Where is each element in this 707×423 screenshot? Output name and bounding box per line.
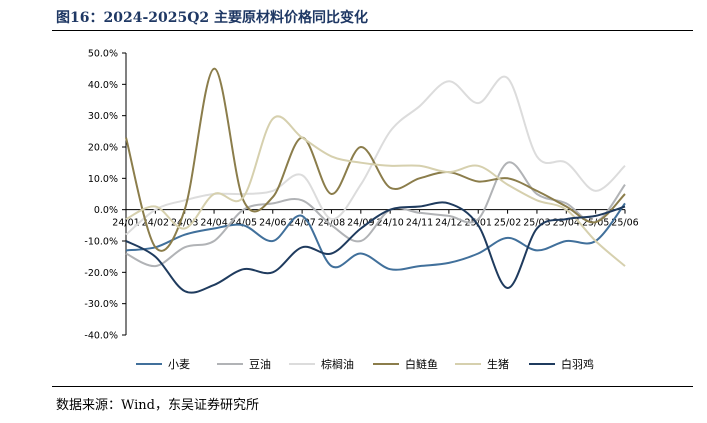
legend-label: 棕榈油	[321, 357, 354, 371]
figure-title: 图16：2024-2025Q2 主要原材料价格同比变化	[56, 10, 369, 26]
x-tick-label: 24/12	[435, 218, 462, 229]
series-line-5	[125, 115, 626, 267]
x-tick-label: 25/01	[465, 218, 492, 229]
x-tick-label: 25/03	[523, 218, 550, 229]
y-tick-label: 30.0%	[88, 111, 118, 122]
x-tick-label: 24/09	[347, 218, 374, 229]
x-tick-label: 24/06	[259, 218, 286, 229]
x-tick-label: 24/02	[142, 218, 169, 229]
axes: -40.0% -30.0% -20.0% -10.0% 0.0% 10.0% 20.0% 30…	[84, 49, 638, 342]
x-tick-label: 25/02	[494, 218, 521, 229]
legend: 小麦 豆油 棕榈油 白鲢鱼 生猪 白羽鸡	[136, 357, 594, 371]
series-line-2	[125, 161, 626, 268]
series-line-6	[125, 201, 626, 294]
y-tick-label: -20.0%	[84, 268, 118, 279]
source-note: 数据来源：Wind，东吴证券研究所	[56, 398, 259, 413]
legend-label: 豆油	[249, 357, 271, 371]
x-tick-label: 24/03	[171, 218, 198, 229]
y-tick-label: -10.0%	[84, 237, 118, 248]
x-tick-label: 24/08	[318, 218, 345, 229]
x-tick-label: 24/07	[288, 218, 315, 229]
legend-label: 小麦	[168, 358, 190, 371]
x-tick-label: 25/04	[553, 218, 580, 229]
y-tick-label: -40.0%	[84, 331, 118, 342]
legend-label: 生猪	[487, 357, 509, 371]
y-tick-label: 50.0%	[88, 49, 118, 60]
y-tick-label: -30.0%	[84, 299, 118, 310]
x-tick-label: 25/06	[611, 218, 638, 229]
x-tick-label: 24/11	[406, 218, 433, 229]
series-lines	[125, 67, 626, 294]
legend-label: 白羽鸡	[561, 357, 594, 371]
top-rule	[52, 30, 693, 31]
x-tick-label: 24/10	[376, 218, 403, 229]
legend-label: 白鲢鱼	[405, 357, 438, 371]
y-tick-label: 20.0%	[88, 143, 118, 154]
x-tick-label: 24/04	[200, 218, 227, 229]
y-tick-label: 0.0%	[94, 205, 118, 216]
y-tick-label: 40.0%	[88, 80, 118, 91]
y-tick-label: 10.0%	[88, 174, 118, 185]
bottom-rule	[52, 386, 693, 387]
x-tick-label: 24/05	[230, 218, 257, 229]
x-tick-label: 24/01	[112, 218, 139, 229]
series-line-4	[125, 67, 626, 252]
series-line-1	[125, 202, 626, 271]
